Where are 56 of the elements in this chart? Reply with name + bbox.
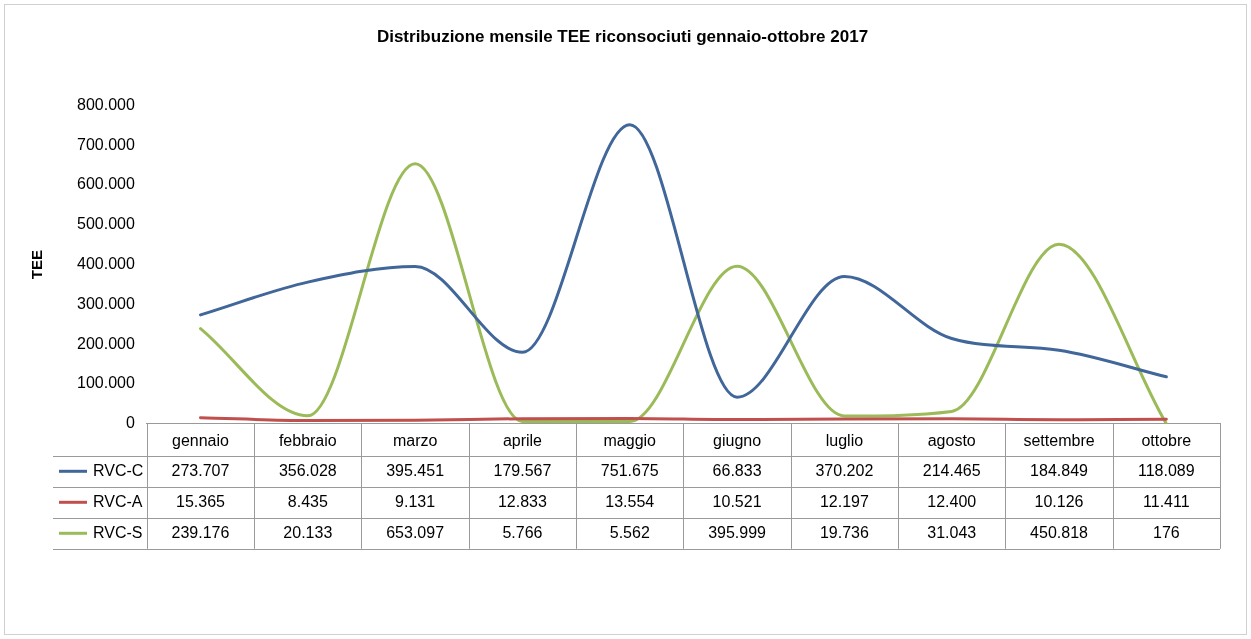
data-label: 653.097 [386,523,445,541]
data-label: 19.736 [819,523,869,541]
line-series [198,162,1168,424]
legend-label: RVC-A [93,492,143,510]
data-label: 176 [1152,523,1180,541]
x-tick-label: ottobre [1141,431,1192,449]
data-label: 5.562 [609,523,650,541]
data-label: 10.521 [712,492,762,510]
chart-title: Distribuzione mensile TEE riconsociuti gennaio-ottobre 2017 [376,26,869,46]
data-label: 13.554 [605,492,655,510]
y-tick-label: 500.000 [76,215,135,233]
data-label: 179.567 [493,461,552,479]
y-axis-title: TEE [28,250,46,280]
data-label: 118.089 [1138,461,1195,479]
x-tick-label: febbraio [278,431,337,449]
x-tick-label: settembre [1023,431,1095,449]
line-series [198,123,1168,399]
data-label: 184.849 [1030,461,1089,479]
x-tick-label: maggio [603,431,657,449]
data-label: 214.465 [922,461,981,479]
x-tick-label: aprile [502,431,543,449]
data-label: 370.202 [815,461,874,479]
legend-label: RVC-S [93,523,143,541]
data-label: 356.028 [278,461,337,479]
data-label: 66.833 [712,461,762,479]
y-tick-label: 800.000 [76,95,135,113]
x-tick-label: luglio [825,431,864,449]
data-label: 450.818 [1030,523,1089,541]
data-label: 20.133 [283,523,333,541]
data-label: 5.766 [502,523,543,541]
x-tick-label: giugno [713,431,762,449]
data-label: 395.451 [386,461,445,479]
x-tick-label: marzo [392,431,438,449]
data-label: 12.833 [497,492,548,510]
x-tick-label: agosto [927,431,976,449]
y-tick-label: 300.000 [76,294,135,312]
y-tick-label: 400.000 [76,255,135,273]
data-label: 9.131 [395,492,436,510]
data-label: 11.411 [1143,492,1190,510]
y-tick-label: 200.000 [76,334,135,352]
data-label: 31.043 [927,523,977,541]
data-label: 239.176 [171,523,230,541]
y-tick-label: 600.000 [76,175,135,193]
legend-label: RVC-C [93,461,144,479]
data-label: 12.400 [927,492,977,510]
data-label: 273.707 [171,461,230,479]
data-label: 15.365 [176,492,226,510]
data-label: 12.197 [819,492,869,510]
y-tick-label: 100.000 [76,374,135,392]
data-label: 8.435 [287,492,328,510]
y-tick-label: 700.000 [76,135,135,153]
data-label: 10.126 [1034,492,1084,510]
y-tick-label: 0 [125,414,135,432]
x-tick-label: gennaio [172,431,230,449]
data-label: 751.675 [600,461,659,479]
data-label: 395.999 [708,523,767,541]
